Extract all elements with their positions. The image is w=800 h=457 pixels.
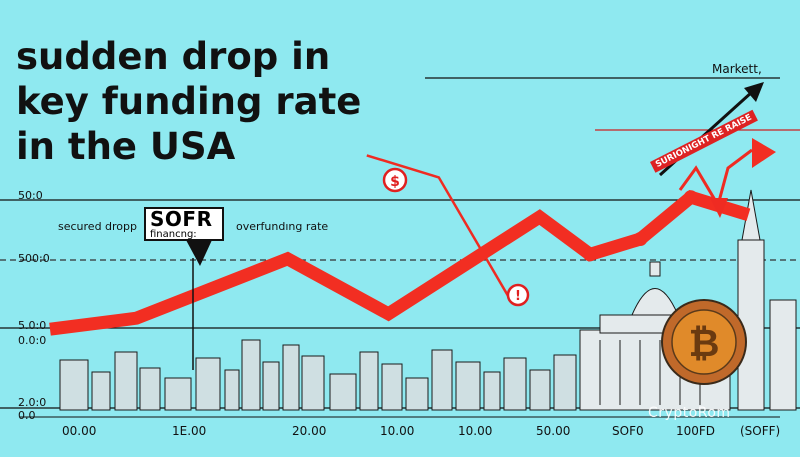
- title-line-1: sudden drop in: [16, 35, 331, 78]
- market-label: Markett,: [712, 62, 762, 76]
- x-tick-label: 100FD: [676, 424, 716, 438]
- series-line-secondary: [366, 154, 512, 302]
- svg-text:₿: ₿: [689, 321, 720, 365]
- series-line-main: [49, 189, 751, 336]
- y-tick-label: 0.0: [18, 409, 36, 422]
- red-arrow-head: [752, 138, 776, 168]
- series-point: [633, 232, 648, 246]
- watermark: CryptoRom: [648, 405, 731, 421]
- callout-subtitle: financng:: [150, 229, 197, 240]
- y-tick-label: 500:0: [18, 252, 50, 265]
- y-tick-label: 2.0:0: [18, 396, 47, 409]
- x-tick-label: 00.00: [62, 424, 97, 438]
- svg-text:$: $: [390, 174, 400, 190]
- x-tick-label: 10.00: [458, 424, 493, 438]
- sofr-callout: SOFR financng:: [144, 207, 224, 241]
- x-tick-label: 50.00: [536, 424, 571, 438]
- series-point: [683, 190, 698, 205]
- warning-icon: !: [506, 283, 530, 307]
- title-line-3: in the USA: [16, 125, 236, 168]
- svg-text:!: !: [515, 289, 521, 304]
- callout-title: SOFR: [150, 207, 213, 231]
- red-small-arrows: [678, 148, 753, 218]
- series-point: [583, 247, 597, 262]
- y-tick-label: 0.0:0: [18, 334, 47, 347]
- y-tick-label: 5.0:0: [18, 319, 47, 332]
- x-tick-label: SOF0: [612, 424, 644, 438]
- x-tick-label: 20.00: [292, 424, 327, 438]
- x-tick-label: (SOFF): [740, 424, 781, 438]
- title-line-2: key funding rate: [16, 80, 362, 123]
- x-tick-label: 1E.00: [172, 424, 207, 438]
- page-title: sudden drop in key funding rate in the U…: [16, 34, 361, 169]
- bitcoin-coin-icon: ₿: [661, 299, 747, 385]
- dollar-icon: $: [382, 167, 408, 193]
- callout-pointer: [186, 240, 212, 370]
- annotation-secured-drop: secured dropp: [58, 220, 138, 233]
- x-tick-label: 10.00: [380, 424, 415, 438]
- skyline-illustration: [59, 189, 797, 411]
- annotation-overfunding-rate: overfundıng rate: [236, 220, 329, 233]
- y-tick-label: 50:0: [18, 189, 43, 202]
